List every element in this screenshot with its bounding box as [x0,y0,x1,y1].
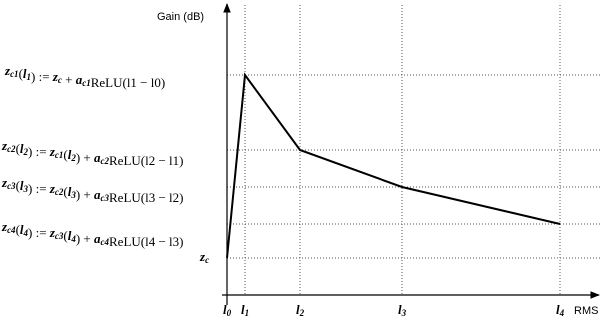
subscript: c1 [82,78,91,88]
text-part: ReLU(l1 − l0) [91,75,165,90]
text-part: ( [63,184,67,199]
text-part: ) := [28,144,50,159]
subscript: 3 [23,184,29,194]
subscript: 4 [70,234,76,244]
subscript: c [205,255,209,265]
x-axis-label: RMS [574,305,598,317]
symbol: l [20,178,24,193]
text-part: ) + [76,187,94,202]
y-level-label: zc [199,249,209,265]
text-part: ReLU(l3 − l2) [109,190,183,205]
symbol: a [94,187,101,202]
text-part: ) := [31,69,53,84]
subscript: c1 [10,69,19,79]
y-level-label: zc2(l2) := zc1(l2) + ac2ReLU(l2 − l1) [1,138,184,168]
symbol: z [1,175,8,190]
symbol: l [68,228,72,243]
text-part: ( [16,222,20,237]
symbol: l [223,302,227,317]
subscript: 0 [227,308,232,318]
x-tick-label: l0 [223,302,232,318]
x-tick-label: l3 [398,302,407,318]
symbol: a [94,231,101,246]
subscript: 1 [245,308,250,318]
text-part: ReLU(l2 − l1) [109,153,183,168]
subscript: c2 [7,144,16,154]
text-part: ( [19,66,23,81]
subscript: c4 [101,237,110,247]
subscript: c4 [7,225,16,235]
subscript: 2 [299,308,305,318]
symbol: l [556,302,560,317]
text-part: ( [63,228,67,243]
symbol: l [23,66,27,81]
y-axis-label: Gain (dB) [157,11,204,23]
subscript: c2 [101,156,110,166]
subscript: c3 [101,193,110,203]
symbol: z [49,181,56,196]
subscript: 1 [27,72,32,82]
text-part: + [62,72,76,87]
symbol: z [49,225,56,240]
subscript: c1 [55,150,64,160]
subscript: 4 [23,228,29,238]
x-tick-label: l2 [296,302,305,318]
symbol: z [199,249,206,264]
symbol: z [1,219,8,234]
text-part: ( [63,147,67,162]
symbol: l [296,302,300,317]
text-part: ReLU(l4 − l3) [109,234,183,249]
grid [227,5,600,295]
symbol: l [398,302,402,317]
y-level-label: zc4(l4) := zc3(l4) + ac4ReLU(l4 − l3) [1,219,184,249]
y-level-label: zc3(l3) := zc2(l3) + ac3ReLU(l3 − l2) [1,175,184,205]
text-part: ( [16,178,20,193]
symbol: l [20,141,24,156]
subscript: 3 [70,190,76,200]
x-tick-label: l4 [556,302,565,318]
symbol: a [94,150,101,165]
y-level-label: zc1(l1) := zc + ac1ReLU(l1 − l0) [4,63,165,90]
symbol: z [52,69,59,84]
subscript: c [58,75,62,85]
text-part: ) := [28,181,50,196]
text-part: ) := [28,225,50,240]
text-part: ) + [76,231,94,246]
subscript: 2 [70,153,76,163]
symbol: l [68,184,72,199]
symbol: a [76,72,83,87]
subscript: c2 [55,187,64,197]
x-tick-label: l1 [241,302,249,318]
text-part: ( [16,141,20,156]
subscript: c3 [55,231,64,241]
subscript: 3 [401,308,407,318]
symbol: l [20,222,24,237]
symbol: z [1,138,8,153]
text-part: ) + [76,150,94,165]
symbol: l [68,147,72,162]
symbol: z [4,63,11,78]
subscript: 4 [559,308,565,318]
subscript: 2 [23,147,29,157]
symbol: l [241,302,245,317]
gain-curve [226,72,561,259]
symbol: z [49,144,56,159]
subscript: c3 [7,181,16,191]
